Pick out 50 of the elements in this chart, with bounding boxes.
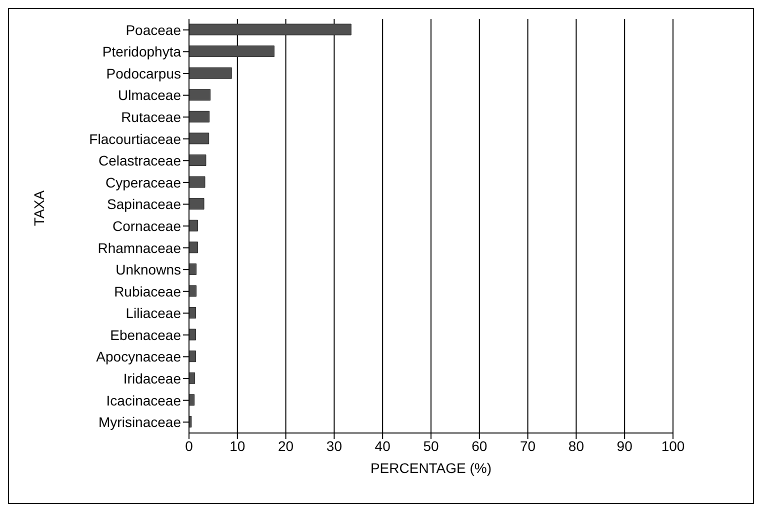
bar (189, 350, 196, 362)
bar (189, 328, 196, 340)
bar (189, 132, 210, 144)
bar (189, 67, 232, 79)
x-tick-label: 0 (185, 438, 194, 454)
bar (189, 154, 206, 166)
bar (189, 198, 204, 210)
bar (189, 220, 198, 232)
y-tick-label: Rhamnaceae (98, 240, 182, 256)
x-tick-label: 90 (616, 438, 633, 454)
bar (189, 372, 196, 384)
bar (189, 24, 352, 36)
y-tick-label: Ebenaceae (110, 326, 182, 343)
x-tick-label: 50 (423, 438, 439, 454)
y-tick-label: Pteridophyta (102, 44, 182, 60)
bar (189, 242, 198, 254)
bar (189, 110, 210, 122)
bar (189, 89, 211, 101)
x-tick-label: 100 (661, 438, 685, 454)
y-tick-label: Flacourtiaceae (89, 130, 182, 147)
y-tick-label: Ulmaceae (118, 87, 182, 104)
x-tick-label: 80 (568, 438, 584, 454)
x-tick-label: 10 (230, 438, 246, 454)
y-tick-label: Rubiaceae (114, 283, 182, 300)
y-tick-label: Iridaceae (123, 370, 182, 386)
y-tick-label: Celastraceae (98, 152, 182, 169)
x-axis-title: PERCENTAGE (%) (370, 460, 492, 476)
bar (189, 46, 274, 58)
y-tick-label: Cornaceae (112, 218, 182, 234)
y-tick-label: Cyperaceae (106, 174, 182, 190)
y-tick-label: Myrisinaceae (98, 414, 182, 430)
y-tick-label: Sapinaceae (107, 196, 182, 212)
bar (189, 307, 196, 319)
x-tick-label: 30 (326, 438, 342, 454)
y-tick-label: Liliaceae (126, 305, 182, 322)
x-tick-label: 60 (472, 438, 488, 454)
bar (189, 263, 197, 275)
y-axis-title: TAXA (30, 190, 47, 226)
bar (189, 285, 197, 297)
y-tick-label: Unknowns (116, 262, 181, 278)
bar (189, 394, 195, 406)
x-tick-label: 20 (278, 438, 294, 454)
y-tick-label: Podocarpus (106, 65, 181, 82)
x-tick-label: 40 (374, 438, 391, 454)
y-tick-label: Apocynaceae (96, 348, 182, 365)
x-tick-label: 70 (520, 438, 536, 454)
y-tick-label: Rutaceae (121, 109, 182, 126)
y-tick-label: Icacinaceae (106, 392, 182, 408)
y-tick-label: Poaceae (126, 22, 182, 38)
bar (189, 176, 206, 188)
